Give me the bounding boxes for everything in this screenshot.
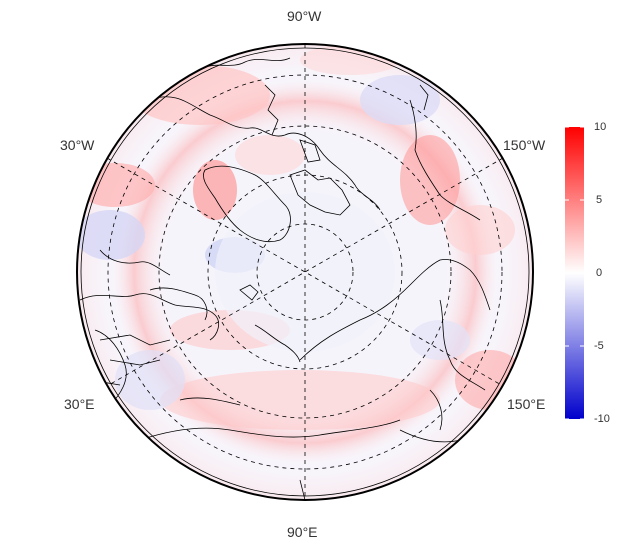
colorbar-tick-0: 0	[596, 267, 603, 279]
colorbar	[565, 127, 584, 419]
colorbar-tick-neg10: -10	[594, 413, 610, 425]
lon-label-150e: 150°E	[507, 396, 546, 412]
colorbar-tick-neg5: -5	[594, 340, 604, 352]
lon-label-90w: 90°W	[287, 8, 322, 24]
lon-label-90e: 90°E	[287, 524, 318, 540]
coastlines	[79, 57, 491, 500]
map-boundary	[76, 43, 534, 501]
graticule	[106, 44, 504, 500]
lon-label-30e: 30°E	[64, 396, 95, 412]
colorbar-tick-5: 5	[596, 194, 603, 206]
lon-label-150w: 150°W	[503, 137, 546, 153]
colorbar-tick-10: 10	[594, 121, 607, 133]
lon-label-30w: 30°W	[60, 137, 95, 153]
